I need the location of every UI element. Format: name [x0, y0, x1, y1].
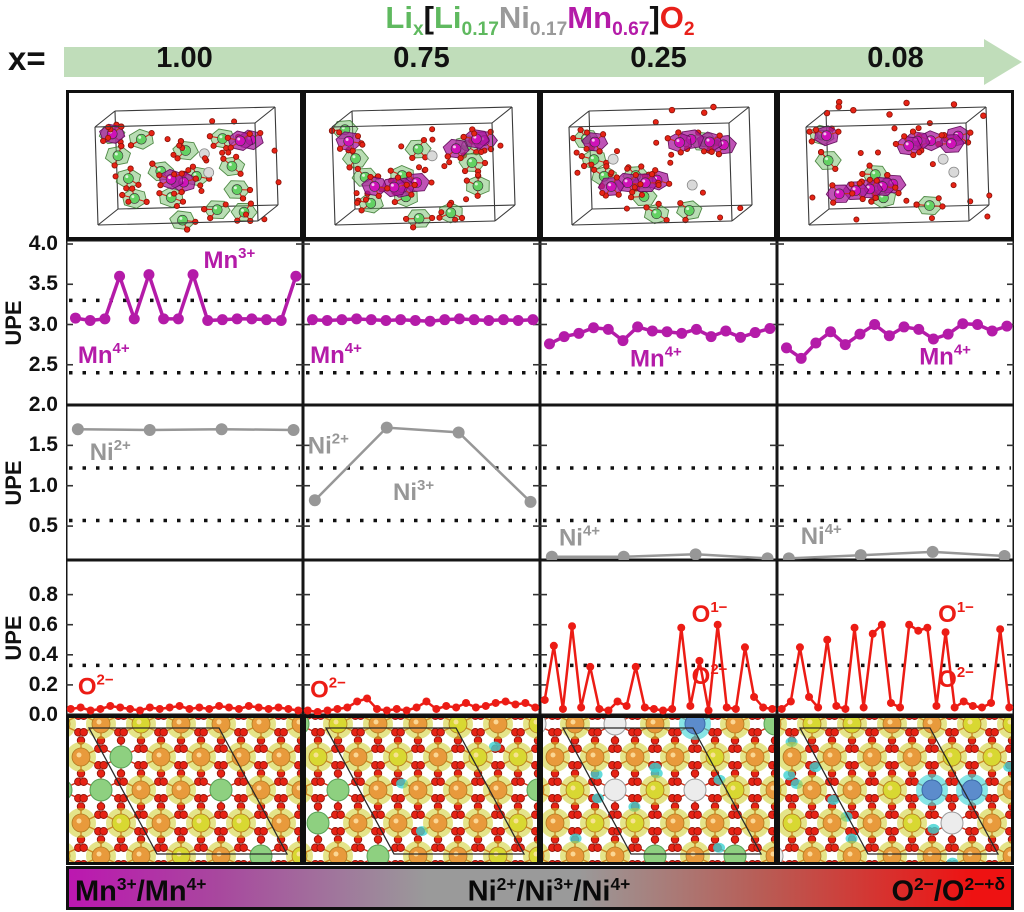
species-annotation: Ni2+ [90, 437, 131, 466]
y-tick-label: 2.0 [28, 393, 58, 416]
legend-ni-redox: Ni2+/Ni3+/Ni4+ [467, 874, 631, 908]
charge-density-2d-x008 [757, 709, 1024, 871]
y-tick-label: 4.0 [28, 232, 58, 256]
upe-plot-ni-x025: Ni4+ [540, 405, 777, 565]
y-tick-label: 0.8 [28, 582, 58, 606]
species-annotation: O2− [78, 671, 114, 700]
y-tick-label: 0.0 [28, 703, 58, 726]
upe-plot-mn-x075: Mn4+ [303, 240, 540, 410]
upe-plot-o-x025: O1− O2− [540, 560, 777, 720]
delithiation-arrow [64, 47, 986, 77]
charge-density-2d-x100 [46, 709, 336, 871]
x-value-3: 0.25 [630, 42, 687, 74]
species-annotation: Ni4+ [559, 522, 600, 551]
species-annotation: Mn4+ [78, 340, 130, 369]
species-annotation: Ni3+ [393, 477, 434, 506]
species-annotation: O2− [692, 661, 728, 690]
y-tick-label: 0.4 [28, 642, 58, 666]
x-value-1: 1.00 [156, 42, 213, 74]
species-annotation: Mn3+ [203, 245, 255, 274]
formula-part: [ [423, 0, 434, 35]
formula-part: Mn [567, 0, 613, 35]
legend-o-redox: O2−/O2−+δ [891, 874, 1005, 908]
y-tick-label: 1.5 [28, 433, 58, 457]
chemical-formula-title: Lix[Li0.17Ni0.17Mn0.67]O2 [66, 0, 1014, 41]
species-annotation: O1− [692, 599, 728, 628]
redox-legend-bar: Mn3+/Mn4+ Ni2+/Ni3+/Ni4+ O2−/O2−+δ [66, 866, 1014, 910]
formula-part: O [659, 0, 684, 35]
o-y-axis: UPE 0.8 0.6 0.4 0.2 0.0 [0, 560, 62, 726]
x-value-4: 0.08 [867, 42, 924, 74]
crystal-structure-3d-x100 [66, 90, 303, 240]
crystal-structure-row [0, 90, 1024, 240]
y-tick-label: 3.5 [28, 272, 58, 296]
legend-superscript: 3+ [116, 874, 137, 895]
crystal-structure-3d-x008 [777, 90, 1014, 240]
o-upe-row: UPE 0.8 0.6 0.4 0.2 0.0 O2− O2− O1− O2− O1− O2… [0, 560, 1024, 726]
species-annotation: Ni2+ [308, 430, 349, 459]
species-annotation: Mn4+ [630, 343, 682, 372]
ni-upe-row: UPE 2.0 1.5 1.0 0.5 Ni2+ Ni2+ Ni3+ Ni4+ Ni4+ [0, 393, 1024, 565]
species-annotation: O2− [310, 674, 346, 703]
y-tick-label: 0.6 [28, 612, 58, 636]
charge-density-2d-x025 [520, 708, 810, 871]
species-annotation: Ni4+ [801, 521, 842, 550]
charge-density-row [0, 708, 1024, 871]
legend-superscript: 2+ [496, 874, 517, 895]
legend-superscript: 2−+δ [964, 874, 1005, 895]
ni-y-axis: UPE 2.0 1.5 1.0 0.5 [0, 393, 62, 560]
charge-density-2d-x075 [283, 709, 573, 871]
upe-plot-ni-x075: Ni2+ Ni3+ [303, 405, 540, 565]
y-tick-label: 1.0 [28, 473, 58, 497]
mn-upe-row: UPE 4.0 3.5 3.0 2.5 Mn3+ Mn4+ Mn4+ Mn4+ Mn4+ [0, 232, 1024, 405]
formula-subscript: 2 [683, 19, 695, 41]
upe-plot-mn-x025: Mn4+ [540, 240, 777, 410]
species-annotation: Mn4+ [919, 342, 971, 371]
crystal-structure-3d-x075 [303, 90, 540, 240]
y-tick-label: 0.2 [28, 672, 58, 696]
upe-plot-ni-x008: Ni4+ [777, 405, 1014, 565]
y-tick-label: 2.5 [28, 352, 58, 376]
formula-subscript: 0.67 [612, 19, 650, 41]
legend-mn-redox: Mn3+/Mn4+ [75, 874, 207, 908]
upe-plot-mn-x008: Mn4+ [777, 240, 1014, 410]
upe-plot-o-x100: O2− [66, 560, 303, 720]
species-annotation: Mn4+ [310, 340, 362, 369]
formula-subscript: 0.17 [461, 19, 499, 41]
x-equals-label: x= [8, 40, 46, 77]
formula-subscript: x [412, 19, 424, 41]
legend-superscript: 4+ [610, 874, 631, 895]
formula-part: Ni [498, 0, 530, 35]
y-tick-label: 0.5 [28, 514, 58, 538]
crystal-structure-3d-x025 [540, 90, 777, 240]
x-value-2: 0.75 [393, 42, 450, 74]
upe-plot-o-x075: O2− [303, 560, 540, 720]
formula-part: Li [433, 0, 462, 35]
formula-part: Li [385, 0, 413, 35]
y-tick-label: 3.0 [28, 312, 58, 336]
legend-superscript: 3+ [553, 874, 574, 895]
legend-superscript: 4+ [186, 874, 207, 895]
species-annotation: O1− [938, 599, 974, 628]
formula-subscript: 0.17 [529, 19, 568, 41]
legend-superscript: 2− [914, 874, 934, 895]
upe-plot-ni-x100: Ni2+ [66, 405, 303, 565]
upe-plot-mn-x100: Mn3+ Mn4+ [66, 240, 303, 410]
arrow-head-icon [984, 39, 1022, 85]
species-annotation: O2− [938, 664, 974, 693]
mn-y-axis: UPE 4.0 3.5 3.0 2.5 [0, 232, 62, 405]
formula-part: ] [649, 0, 660, 35]
upe-plot-o-x008: O1− O2− [777, 560, 1014, 720]
